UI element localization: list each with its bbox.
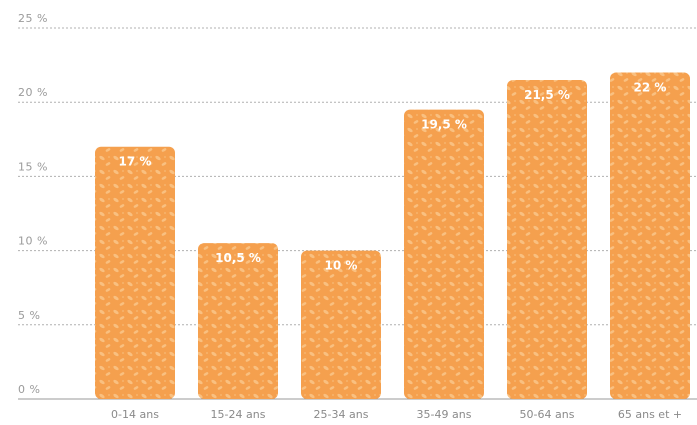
- x-category-label: 50-64 ans: [520, 408, 575, 421]
- bar: [507, 79, 587, 399]
- bars: 17 % 10,5 % 10 % 19,5 % 21,5 % 22 %: [95, 72, 690, 400]
- x-category-label: 15-24 ans: [211, 408, 266, 421]
- y-tick-label: 10 %: [18, 235, 48, 248]
- x-category-label: 25-34 ans: [314, 408, 369, 421]
- bar: [610, 72, 690, 400]
- x-category-label: 0-14 ans: [111, 408, 159, 421]
- x-category-label: 35-49 ans: [417, 408, 472, 421]
- bar: [95, 146, 175, 399]
- y-tick-label: 5 %: [18, 309, 40, 322]
- bar: [404, 109, 484, 400]
- bar: [198, 243, 278, 399]
- y-axis-ticks: 0 % 5 % 10 % 15 % 20 % 25 %: [18, 12, 48, 396]
- x-category-label: 65 ans et +: [618, 408, 682, 421]
- x-axis-labels: 0-14 ans 15-24 ans 25-34 ans 35-49 ans 50-64…: [111, 408, 682, 421]
- bar: [301, 250, 381, 399]
- bar-value-label: 17 %: [119, 155, 152, 169]
- bar-value-label: 10,5 %: [215, 251, 261, 265]
- bar-value-label: 21,5 %: [524, 88, 570, 102]
- bar-value-label: 10 %: [325, 259, 358, 273]
- y-tick-label: 15 %: [18, 160, 48, 173]
- bar-value-label: 19,5 %: [421, 118, 467, 132]
- y-tick-label: 25 %: [18, 12, 48, 25]
- bar-value-label: 22 %: [634, 81, 667, 95]
- y-tick-label: 20 %: [18, 86, 48, 99]
- y-tick-label: 0 %: [18, 383, 40, 396]
